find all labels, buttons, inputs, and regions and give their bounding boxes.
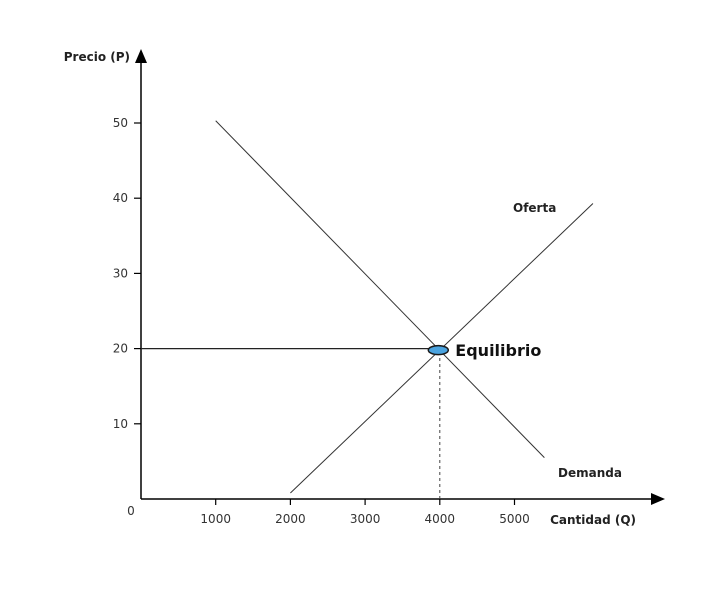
x-axis-arrow bbox=[651, 493, 665, 505]
y-tick-label: 40 bbox=[113, 191, 128, 205]
y-tick-label: 10 bbox=[113, 417, 128, 431]
equilibrium-point bbox=[427, 344, 450, 356]
origin-label: 0 bbox=[127, 504, 135, 518]
y-axis-title: Precio (P) bbox=[64, 50, 130, 64]
x-tick-label: 3000 bbox=[350, 512, 381, 526]
demanda-line bbox=[215, 120, 545, 458]
y-tick-label: 50 bbox=[113, 116, 128, 130]
y-tick-label: 20 bbox=[113, 342, 128, 356]
oferta-label: Oferta bbox=[513, 201, 556, 215]
equilibrium-label: Equilibrio bbox=[455, 341, 541, 360]
x-tick-label: 2000 bbox=[275, 512, 306, 526]
y-axis-arrow bbox=[135, 49, 147, 63]
x-tick-label: 5000 bbox=[499, 512, 530, 526]
x-tick-label: 4000 bbox=[425, 512, 456, 526]
demanda-label: Demanda bbox=[558, 466, 622, 480]
x-axis-title: Cantidad (Q) bbox=[550, 513, 636, 527]
x-tick-label: 1000 bbox=[200, 512, 231, 526]
y-tick-label: 30 bbox=[113, 266, 128, 280]
